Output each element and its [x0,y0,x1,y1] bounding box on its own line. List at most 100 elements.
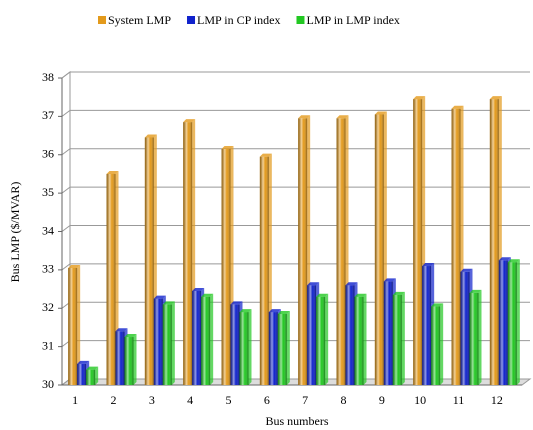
bar-shine [86,369,96,385]
bar-side [363,293,367,385]
y-tick-label: 32 [42,300,54,314]
bar-top [277,311,290,315]
bar-shine [489,99,499,385]
bar-top [392,291,405,295]
bar-top [451,105,464,109]
bar-shine [259,156,269,385]
bar-shine [239,312,249,385]
y-tick-label: 30 [42,377,54,391]
bar-top [124,334,137,338]
bar-top [489,96,502,100]
bar-side [210,293,214,385]
bar-shine [460,271,470,385]
bar-side [325,293,329,385]
bar-shine [221,148,231,385]
x-axis-label: Bus numbers [266,414,329,428]
bar-top [507,259,520,263]
bar-shine [316,296,326,385]
x-tick-label: 12 [491,393,503,407]
x-tick-label: 8 [341,393,347,407]
bar-shine [422,266,432,385]
bar-shine [354,296,364,385]
y-tick-label: 37 [42,108,54,122]
bar-side [95,366,99,385]
legend-label: LMP in LMP index [306,13,399,27]
bar-top [469,289,482,293]
bar-top [268,309,281,313]
bar-top [239,309,252,313]
bar-shine [383,281,393,385]
bar-top [498,257,511,261]
x-tick-label: 10 [414,393,426,407]
legend-label: System LMP [108,13,171,27]
bar-shine [307,285,317,385]
bar-top [413,96,426,100]
x-tick-label: 7 [302,393,308,407]
bar-shine [298,118,308,385]
bar-shine [268,312,278,385]
bar-side [133,334,137,385]
bar-side [77,264,81,385]
bar-top [354,293,367,297]
bar-top [201,293,214,297]
x-tick-label: 9 [379,393,385,407]
y-tick-label: 35 [42,185,54,199]
bar-top [77,360,90,364]
bar-top [259,153,272,157]
bar-top [298,115,311,119]
x-tick-label: 3 [149,393,155,407]
bar-shine [498,260,508,385]
bar-top [115,328,128,332]
bar-side [248,309,252,385]
bar-side [478,289,482,385]
y-tick-label: 36 [42,147,54,161]
bar-side [516,259,520,385]
y-tick-label: 38 [42,70,54,84]
bar-shine [507,262,517,385]
bar-top [374,111,387,115]
bar-shine [68,267,78,385]
x-tick-label: 11 [453,393,465,407]
bar-side [440,303,444,385]
grid-line [61,109,530,117]
y-tick-label: 33 [42,262,54,276]
bar-top [221,145,234,149]
bar-shine [162,304,172,385]
bar-shine [413,99,423,385]
bar-top [86,366,99,370]
bar-shine [374,114,384,386]
x-tick-label: 1 [72,393,78,407]
bar-top [422,263,435,267]
bar-shine [124,337,134,385]
bar-top [307,282,320,286]
bar-top [431,303,444,307]
x-tick-label: 6 [264,393,270,407]
bar-top [345,282,358,286]
bar-shine [469,292,479,385]
legend-label: LMP in CP index [197,13,280,27]
x-tick-label: 5 [226,393,232,407]
bar-side [401,291,405,385]
bar-shine [115,331,125,385]
bar-shine [336,118,346,385]
legend-swatch [296,16,305,24]
bar-shine [277,314,287,385]
bar-side [171,301,175,385]
bar-top [316,293,329,297]
bar-shine [192,290,202,385]
bar-top [162,301,175,305]
legend-swatch [187,16,196,24]
bar-shine [451,108,461,385]
x-tick-label: 4 [187,393,193,407]
legend: System LMP LMP in CP index LMP in LMP inde… [98,13,400,27]
bar-shine [431,306,441,385]
x-tick-label: 2 [111,393,117,407]
bar-top [336,115,349,119]
bar-shine [153,298,163,385]
bar-top [460,268,473,272]
bar-top [153,295,166,299]
bar-top [230,301,243,305]
bar-top [183,119,196,123]
bar-shine [144,137,154,385]
